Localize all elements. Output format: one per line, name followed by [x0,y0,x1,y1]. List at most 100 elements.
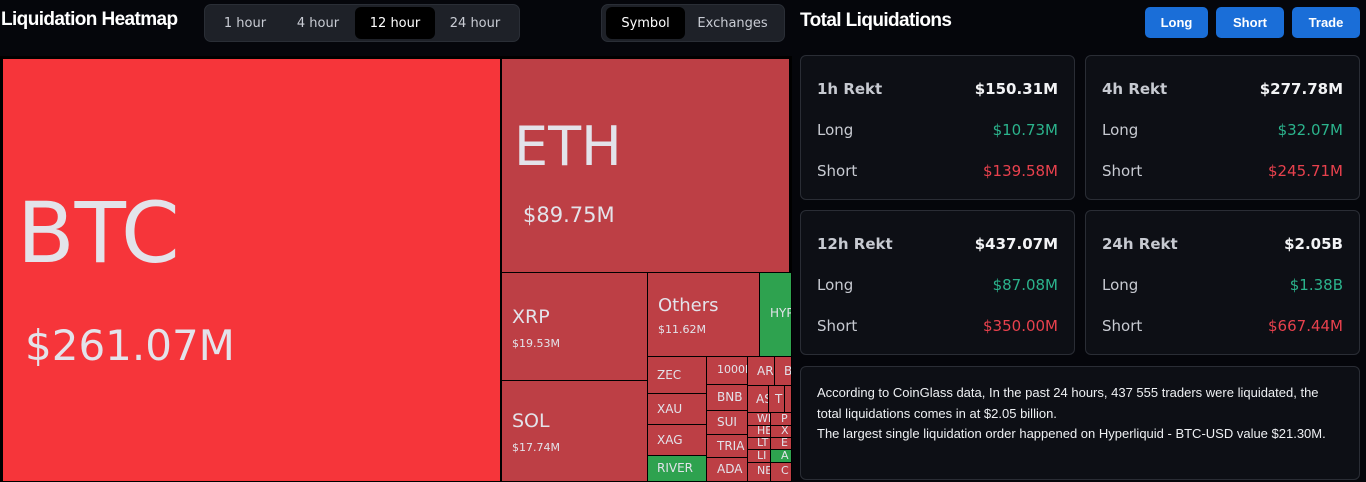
tile-symbol: X [781,425,789,437]
tile-hype[interactable]: HYPE [759,272,792,357]
tile-sol[interactable]: SOL $17.74M [501,380,648,482]
tile-value: $19.53M [512,337,560,350]
liquidation-heatmap: BTC $261.07M ETH $89.75M XRP $19.53M SOL… [0,56,792,482]
tile-symbol: XAG [657,433,683,447]
long-value: $87.08M [992,276,1058,294]
tile-symbol: ADA [717,462,743,476]
tile-as[interactable]: AS [747,385,769,413]
tile-symbol: WI [757,412,771,425]
stat-label: 4h Rekt [1102,80,1168,98]
tile-symbol: BTC [17,184,180,282]
tile-symbol: T [775,392,783,406]
long-button[interactable]: Long [1145,7,1208,38]
tile-others[interactable]: Others $11.62M [647,272,760,357]
tile-symbol: A [781,449,789,462]
tile-sui[interactable]: SUI [706,410,748,435]
tile-symbol: RIVER [657,461,694,475]
stat-card-4h: 4h Rekt $277.78M Long $32.07M Short $245… [1085,55,1360,200]
short-value: $350.00M [983,317,1058,335]
stat-label: 24h Rekt [1102,235,1178,253]
tile-1000pepe[interactable]: 1000PEPE [706,356,748,385]
tile-symbol: E [781,437,788,449]
summary-text: According to CoinGlass data, In the past… [817,383,1343,445]
tab-1-hour[interactable]: 1 hour [223,15,267,31]
tile-symbol: P [781,412,788,425]
tile-ar[interactable]: AR [747,356,775,386]
tile-river[interactable]: RIVER [647,455,707,482]
short-label: Short [817,317,858,335]
short-label: Short [1102,317,1143,335]
short-button[interactable]: Short [1216,7,1284,38]
long-label: Long [1102,276,1139,294]
tile-symbol: C [781,464,789,477]
tile-bnb[interactable]: BNB [706,384,748,411]
long-value: $1.38B [1289,276,1343,294]
stat-total: $150.31M [974,80,1058,98]
long-label: Long [817,276,854,294]
tile-symbol: BNB [717,390,743,404]
tab-symbol[interactable]: Symbol [606,7,686,39]
view-tabs: Symbol Exchanges [601,4,785,42]
tile-symbol: ZEC [657,368,682,382]
tile-symbol: HYPE [770,306,791,320]
tile-wi[interactable]: WI [747,412,771,426]
tile-c[interactable]: C [770,462,792,482]
tile-tria[interactable]: TRIA [706,434,748,458]
tile-ne[interactable]: NE [747,462,771,482]
tile-eth[interactable]: ETH $89.75M [501,58,790,273]
summary-line-2: The largest single liquidation order hap… [817,426,1326,441]
tile-symbol: XAU [657,402,683,416]
tab-12-hour[interactable]: 12 hour [355,7,435,39]
tile-symbol: NE [757,464,771,477]
tile-value: $261.07M [25,321,235,370]
tile-zec[interactable]: ZEC [647,356,707,394]
stat-label: 12h Rekt [817,235,893,253]
tile-ada[interactable]: ADA [706,457,748,482]
tile-symbol: 1000PEPE [717,363,747,376]
stat-label: 1h Rekt [817,80,883,98]
tile-symbol: AS [756,392,768,406]
tile-b[interactable]: B [774,356,792,386]
short-value: $245.71M [1268,162,1343,180]
liquidation-summary: According to CoinGlass data, In the past… [800,366,1360,480]
tab-exchanges[interactable]: Exchanges [697,15,768,31]
long-label: Long [1102,121,1139,139]
trade-button[interactable]: Trade [1292,7,1360,38]
tile-t2[interactable] [784,385,792,413]
short-label: Short [817,162,858,180]
stat-total: $277.78M [1259,80,1343,98]
stat-card-24h: 24h Rekt $2.05B Long $1.38B Short $667.4… [1085,210,1360,355]
long-value: $32.07M [1277,121,1343,139]
stat-total: $437.07M [974,235,1058,253]
tile-xau[interactable]: XAU [647,393,707,425]
tile-symbol: LI [757,449,767,462]
tile-li[interactable]: LI [747,449,771,463]
tile-e[interactable]: E [770,437,792,450]
stat-card-12h: 12h Rekt $437.07M Long $87.08M Short $35… [800,210,1075,355]
tile-value: $89.75M [523,203,615,227]
tile-symbol: XRP [512,306,550,328]
tile-symbol: TRIA [717,439,745,453]
summary-line-1: According to CoinGlass data, In the past… [817,385,1319,421]
short-value: $139.58M [983,162,1058,180]
long-value: $10.73M [992,121,1058,139]
long-label: Long [817,121,854,139]
tab-4-hour[interactable]: 4 hour [296,15,340,31]
stat-card-1h: 1h Rekt $150.31M Long $10.73M Short $139… [800,55,1075,200]
tile-xag[interactable]: XAG [647,424,707,456]
tile-value: $17.74M [512,441,560,454]
tile-p[interactable]: P [770,412,792,426]
tile-btc[interactable]: BTC $261.07M [2,58,501,482]
stat-total: $2.05B [1284,235,1343,253]
tile-a[interactable]: A [770,449,792,463]
tile-t[interactable]: T [768,385,785,413]
tile-xrp[interactable]: XRP $19.53M [501,272,648,381]
tile-symbol: SUI [717,415,737,429]
page-title: Liquidation Heatmap [1,9,178,30]
time-range-tabs: 1 hour 4 hour 12 hour 24 hour [204,4,520,42]
tab-24-hour[interactable]: 24 hour [449,15,501,31]
short-value: $667.44M [1268,317,1343,335]
tile-symbol: SOL [512,410,550,432]
tile-symbol: Others [658,295,719,316]
tile-symbol: ETH [514,115,622,178]
